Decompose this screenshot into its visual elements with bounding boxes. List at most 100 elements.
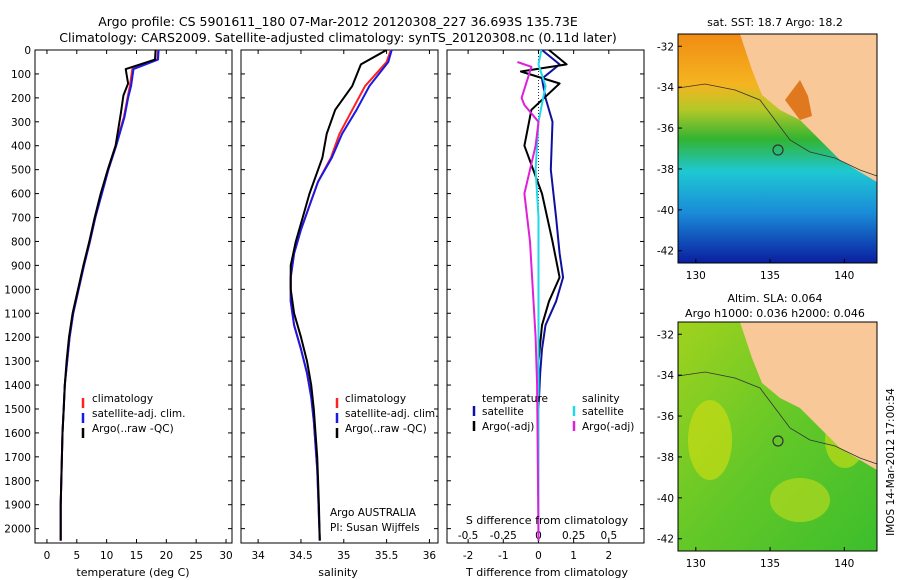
y-tick-label: 1200	[4, 332, 31, 344]
legend-label-sal-argo: Argo(-adj)	[582, 421, 634, 433]
x-tick-top-label: 0.5	[600, 530, 617, 542]
x-tick-label: 20	[160, 550, 173, 562]
x-tick-label: -2	[463, 550, 473, 562]
sla-land	[678, 322, 877, 470]
x-tick-label: 30	[219, 550, 232, 562]
y-tick-label: 600	[11, 189, 31, 201]
x-tick-label: 10	[100, 550, 113, 562]
x-tick-label: 5	[73, 550, 80, 562]
sst-map-box	[677, 33, 878, 264]
temperature-axes-box	[34, 49, 233, 544]
y-tick-label: 1800	[4, 476, 31, 488]
legend-title-temperature: temperature	[482, 393, 548, 405]
y-tick-label: 1500	[4, 404, 31, 416]
y-tick-label: 800	[11, 236, 31, 248]
x-tick-label: 34.5	[289, 550, 312, 562]
x-tick-label: 2	[605, 550, 612, 562]
legend-label-temp-satellite: satellite	[482, 406, 524, 418]
sla-anomaly-2	[770, 478, 830, 522]
series-line-satellite-adj-clim-	[59, 49, 160, 541]
x-tick-label: 1	[570, 550, 577, 562]
temperature-legend: climatology satellite-adj. clim. Argo(..…	[81, 393, 185, 438]
x-tick-label: 25	[189, 550, 202, 562]
y-tick-label: 1400	[4, 380, 31, 392]
legend-label-satellite: satellite-adj. clim.	[345, 408, 438, 420]
sla-map-box	[677, 321, 878, 552]
map-x-tick-label: 140	[834, 558, 854, 570]
difference-xlabel-top: S difference from climatology	[466, 514, 629, 527]
y-tick-label: 1300	[4, 356, 31, 368]
sla-argo-location-marker	[772, 435, 784, 447]
x-tick-label: 15	[130, 550, 143, 562]
y-tick-label: 1700	[4, 452, 31, 464]
map-y-tick-label: -42	[657, 246, 674, 258]
temperature-xlabel: temperature (deg C)	[76, 566, 189, 579]
map-y-tick-label: -34	[657, 370, 674, 382]
series-line-climatology	[289, 49, 392, 541]
legend-label-argo: Argo(..raw -QC)	[92, 423, 174, 435]
x-tick-label: 0	[44, 550, 51, 562]
map-y-tick-label: -40	[657, 205, 674, 217]
legend-label-satellite: satellite-adj. clim.	[92, 408, 185, 420]
map-y-tick-label: -42	[657, 534, 674, 546]
series-line-temperature-argo-adj-	[519, 49, 568, 541]
x-tick-label: 34	[251, 550, 265, 562]
y-tick-label: 900	[11, 260, 31, 272]
sst-gulf	[785, 80, 812, 120]
map-y-tick-label: -40	[657, 493, 674, 505]
y-tick-label: 1900	[4, 500, 31, 512]
sla-anomaly-1	[688, 400, 732, 480]
map-y-tick-label: -38	[657, 452, 674, 464]
x-tick-label: 36	[423, 550, 437, 562]
y-tick-label: 1000	[4, 284, 31, 296]
map-x-tick-label: 135	[760, 558, 780, 570]
sla-map-title-2: Argo h1000: 0.036 h2000: 0.046	[685, 307, 865, 320]
annotation-argo-australia: Argo AUSTRALIA	[330, 507, 417, 519]
series-line-satellite-adj-clim-	[289, 49, 393, 541]
title-line-2: Climatology: CARS2009. Satellite-adjuste…	[59, 30, 616, 45]
x-tick-top-label: -0.25	[490, 530, 517, 542]
map-y-tick-label: -36	[657, 123, 674, 135]
difference-axes-box	[446, 49, 645, 544]
sst-isobath	[677, 83, 878, 177]
map-y-tick-label: -32	[657, 329, 674, 341]
title-line-1: Argo profile: CS 5901611_180 07-Mar-2012…	[98, 14, 578, 29]
map-y-tick-label: -36	[657, 411, 674, 423]
sla-map: Altim. SLA: 0.064 Argo h1000: 0.036 h200…	[657, 292, 878, 570]
salinity-xlabel: salinity	[318, 566, 358, 579]
y-tick-label: 200	[11, 93, 31, 105]
x-tick-label: 35.5	[375, 550, 398, 562]
series-line-argo-raw-qc-	[289, 49, 388, 541]
series-line-climatology	[59, 49, 159, 541]
x-tick-label: 0	[535, 550, 542, 562]
x-tick-top-label: 0.25	[562, 530, 585, 542]
y-tick-label: 2000	[4, 524, 31, 536]
x-tick-label: -1	[498, 550, 508, 562]
y-tick-label: 100	[11, 69, 31, 81]
annotation-pi: PI: Susan Wijffels	[330, 522, 420, 534]
y-tick-label: 700	[11, 213, 31, 225]
x-tick-label: 35	[337, 550, 350, 562]
salinity-axes-box	[240, 49, 439, 544]
difference-panel: -2 -1 0 1 2-0.5 -0.25 0 0.25 0.5 T difference fr…	[446, 49, 645, 579]
sla-isobath	[677, 371, 878, 465]
difference-legend: temperature salinity satellite Argo(-adj…	[472, 393, 634, 433]
map-y-tick-label: -38	[657, 164, 674, 176]
salinity-legend: climatology satellite-adj. clim. Argo(..…	[335, 393, 438, 438]
y-tick-label: 500	[11, 165, 31, 177]
legend-label-climatology: climatology	[92, 393, 153, 405]
y-tick-label: 1100	[4, 308, 31, 320]
sst-map: sat. SST: 18.7 Argo: 18.2 130 135 140 -32 -3…	[657, 16, 878, 282]
legend-title-salinity: salinity	[582, 393, 620, 405]
sst-land	[678, 34, 877, 182]
legend-label-sal-satellite: satellite	[582, 406, 624, 418]
map-y-tick-label: -32	[657, 41, 674, 53]
legend-label-climatology: climatology	[345, 393, 406, 405]
difference-xlabel: T difference from climatology	[465, 566, 628, 579]
salinity-panel: 34 34.5 35 35.5 36 salinity climatology sate…	[240, 49, 439, 579]
map-x-tick-label: 135	[760, 270, 780, 282]
map-x-tick-label: 130	[686, 270, 706, 282]
map-x-tick-label: 140	[834, 270, 854, 282]
